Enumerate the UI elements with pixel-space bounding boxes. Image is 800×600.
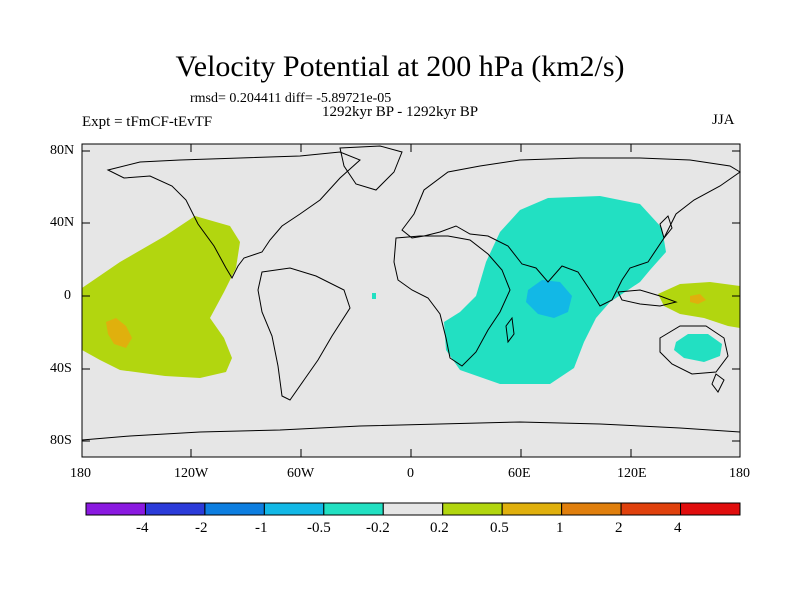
coastline-madagascar <box>505 316 515 344</box>
colorbar-swatch-6 <box>442 502 503 516</box>
colorbar-label-neg1: -1 <box>255 520 268 536</box>
negative-core-indian-ocean <box>526 280 572 318</box>
lon-ticks <box>190 144 632 457</box>
season-label: JJA <box>712 112 735 128</box>
colorbar-label-neg4: -4 <box>136 520 149 536</box>
coastline-japan <box>659 215 673 240</box>
coastline-south-america <box>257 267 351 401</box>
coastlines <box>81 145 741 441</box>
colorbar-swatch-0 <box>85 502 146 516</box>
colorbar-swatch-8 <box>561 502 622 516</box>
coastline-australia <box>659 325 729 375</box>
lat-label-40s: 40S <box>50 361 72 376</box>
positive-core-east-pacific <box>106 318 132 348</box>
colorbar-label-05: 0.5 <box>490 520 509 536</box>
colorbar-label-neg2: -2 <box>195 520 208 536</box>
rmsd-diff-stats: rmsd= 0.204411 diff= -5.89721e-05 <box>190 91 392 106</box>
colorbar-label-neg05: -0.5 <box>307 520 331 536</box>
experiment-label: Expt = tFmCF-tEvTF <box>82 114 213 130</box>
lat-ticks <box>82 150 740 442</box>
lon-label-60w: 60W <box>287 466 315 481</box>
positive-anomaly-west-pacific <box>658 282 740 328</box>
colorbar <box>85 502 741 516</box>
time-period-label: 1292kyr BP - 1292kyr BP <box>322 104 479 120</box>
coastline-greenland <box>339 145 403 191</box>
coastline-north-america <box>106 151 361 280</box>
colorbar-swatch-7 <box>501 502 563 516</box>
lon-label-120e: 120E <box>617 466 647 481</box>
negative-speck-atlantic <box>372 293 376 299</box>
lat-label-0: 0 <box>64 288 71 303</box>
coastline-africa <box>393 235 511 367</box>
colorbar-swatch-1 <box>144 502 206 516</box>
lat-label-80n: 80N <box>50 143 75 158</box>
lon-label-60e: 60E <box>508 466 531 481</box>
plot-title: Velocity Potential at 200 hPa (km2/s) <box>175 50 625 83</box>
lon-label-180-west: 180 <box>70 466 91 481</box>
coastline-maritime-continent <box>617 289 678 307</box>
colorbar-swatch-10 <box>680 502 741 516</box>
lon-label-0: 0 <box>407 466 414 481</box>
colorbar-label-neg02: -0.2 <box>366 520 390 536</box>
colorbar-swatch-5 <box>382 502 444 516</box>
lat-label-40n: 40N <box>50 215 75 230</box>
colorbar-label-02: 0.2 <box>430 520 449 536</box>
coastline-antarctica <box>81 421 741 441</box>
colorbar-swatch-4 <box>323 502 384 516</box>
lon-label-180-east: 180 <box>729 466 750 481</box>
negative-anomaly-australia <box>674 334 722 362</box>
coastline-europe-asia <box>401 157 741 307</box>
colorbar-label-1: 1 <box>556 520 564 536</box>
coastline-new-zealand <box>711 373 725 393</box>
lat-label-80s: 80S <box>50 433 72 448</box>
colorbar-swatch-9 <box>620 502 682 516</box>
colorbar-label-2: 2 <box>615 520 623 536</box>
positive-core-west-pacific <box>690 294 706 304</box>
colorbar-label-4: 4 <box>674 520 682 536</box>
lon-label-120w: 120W <box>174 466 209 481</box>
colorbar-swatch-3 <box>263 502 325 516</box>
colorbar-swatch-2 <box>204 502 265 516</box>
